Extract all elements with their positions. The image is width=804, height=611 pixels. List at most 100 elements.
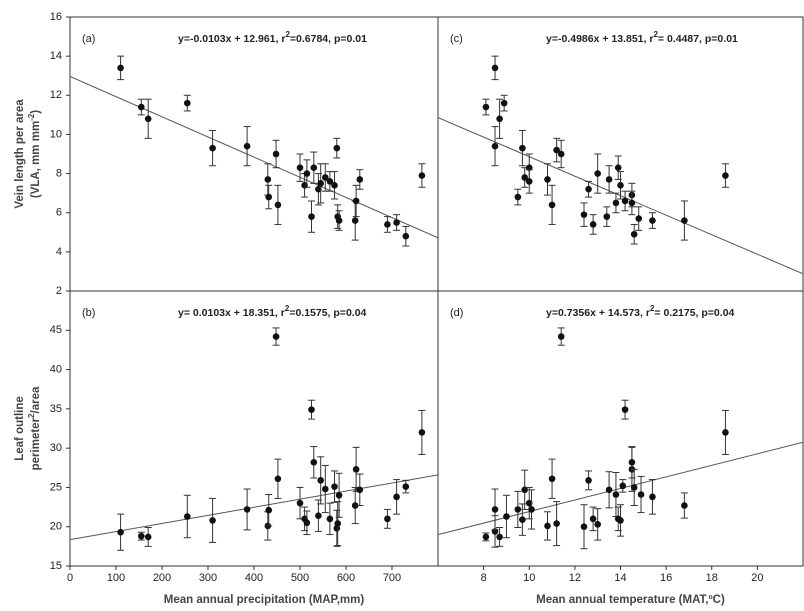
x-tick-label: 400 xyxy=(245,572,263,584)
point xyxy=(548,201,556,209)
point xyxy=(209,144,216,152)
point xyxy=(310,164,318,171)
point xyxy=(553,520,560,527)
point xyxy=(491,506,499,513)
equation-part: =0.6784, p=0.01 xyxy=(290,33,367,45)
point xyxy=(496,533,503,541)
point xyxy=(621,406,629,413)
y-tick-label: 20 xyxy=(50,521,62,533)
point xyxy=(352,197,360,205)
point xyxy=(548,475,556,483)
panel-label: (b) xyxy=(82,307,95,319)
fit-line xyxy=(70,474,438,541)
point xyxy=(331,182,338,189)
point xyxy=(519,516,526,523)
point xyxy=(681,502,688,509)
y-tick-label: 16 xyxy=(50,11,62,23)
point xyxy=(117,64,124,72)
point xyxy=(681,217,688,224)
point xyxy=(184,99,191,107)
y-axis-label: Vein length per area xyxy=(14,99,26,209)
x-tick-label: 10 xyxy=(523,572,535,584)
equation: y= 0.0103x + 18.351, r2=0.1575, p=0.04 xyxy=(178,304,367,319)
equation: y=-0.4986x + 13.851, r2= 0.4487, p=0.01 xyxy=(546,30,738,45)
point xyxy=(521,174,528,181)
y-tick-label: 8 xyxy=(56,167,62,179)
point xyxy=(384,221,391,228)
y-axis-label-part: Leaf outline xyxy=(14,396,26,461)
fit-line xyxy=(438,441,803,536)
point xyxy=(557,333,565,340)
point xyxy=(649,493,656,501)
point xyxy=(243,506,251,513)
point xyxy=(605,176,613,183)
point xyxy=(594,521,601,528)
x-tick-label: 100 xyxy=(107,572,125,584)
x-tick-label: 8 xyxy=(481,572,487,584)
point xyxy=(326,515,334,523)
point xyxy=(352,466,360,473)
point xyxy=(514,193,522,201)
point xyxy=(184,513,191,520)
point xyxy=(144,533,152,541)
point xyxy=(138,103,145,111)
point xyxy=(503,513,510,520)
point xyxy=(635,215,643,222)
point xyxy=(617,182,624,189)
point xyxy=(331,483,338,490)
point xyxy=(589,221,597,228)
point xyxy=(393,493,400,501)
point xyxy=(326,178,334,185)
point xyxy=(274,475,282,483)
equation-part: y=-0.4986x + 13.851, r xyxy=(546,33,653,45)
y-tick-label: 4 xyxy=(56,246,62,258)
point xyxy=(521,486,528,494)
point xyxy=(621,197,629,205)
point xyxy=(630,230,638,238)
point xyxy=(491,64,499,72)
y-axis-label-part: perimeter xyxy=(30,417,42,470)
y-tick-label: 15 xyxy=(50,560,62,572)
point xyxy=(315,512,322,520)
point xyxy=(544,522,551,530)
point xyxy=(630,484,638,491)
point xyxy=(265,193,273,201)
panel-frame xyxy=(69,290,439,567)
point xyxy=(722,172,729,179)
y-tick-label: 30 xyxy=(50,442,62,454)
point xyxy=(117,528,124,536)
panel-frame xyxy=(69,16,439,292)
equation-part: y=-0.0103x + 12.961, r xyxy=(178,33,285,45)
point xyxy=(514,506,522,513)
point xyxy=(557,150,565,158)
point xyxy=(580,211,588,218)
point xyxy=(617,517,624,524)
point xyxy=(265,506,273,514)
point xyxy=(296,499,304,507)
point xyxy=(619,482,627,490)
y-tick-label: 6 xyxy=(56,207,62,219)
y-tick-label: 14 xyxy=(50,50,62,62)
y-tick-label: 2 xyxy=(56,285,62,297)
x-tick-label: 300 xyxy=(199,572,217,584)
point xyxy=(612,491,620,498)
point xyxy=(525,499,533,507)
x-tick-label: 12 xyxy=(569,572,581,584)
point xyxy=(138,532,145,540)
point xyxy=(317,477,325,484)
point xyxy=(272,150,280,158)
point xyxy=(585,477,592,484)
point xyxy=(317,180,325,187)
point xyxy=(209,517,216,524)
point xyxy=(580,523,588,531)
point xyxy=(544,176,551,183)
point xyxy=(402,232,410,240)
y-axis-label: (VLA, mm mm-2) xyxy=(27,110,42,198)
point xyxy=(500,99,508,107)
x-tick-label: 200 xyxy=(153,572,171,584)
x-axis-label: Mean annual precipitation (MAP,mm) xyxy=(164,594,365,606)
point xyxy=(418,429,426,436)
point xyxy=(335,491,343,499)
point xyxy=(308,213,315,220)
